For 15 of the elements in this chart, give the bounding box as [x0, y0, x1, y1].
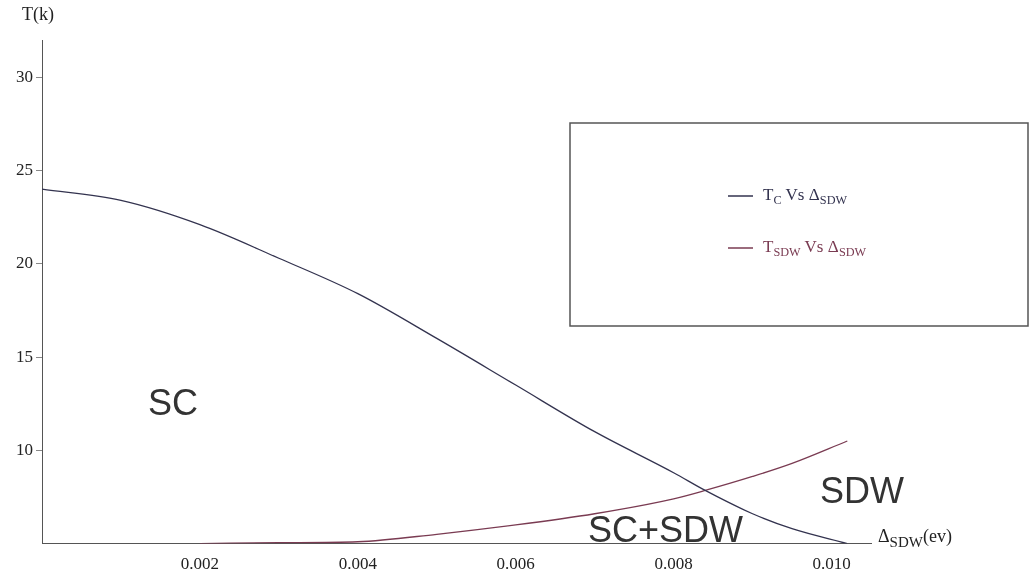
y-tick-label: 10 — [16, 439, 33, 459]
x-tick-label: 0.004 — [338, 554, 378, 574]
x-tick-label: 0.006 — [496, 554, 535, 574]
y-tick-label: 20 — [16, 253, 33, 273]
x-tick-label: 0.008 — [654, 554, 693, 574]
y-tick-label: 15 — [16, 346, 33, 366]
y-tick-label: 30 — [16, 66, 33, 86]
annotation: SC — [148, 382, 199, 423]
annotation: SDW — [820, 470, 904, 511]
x-axis-title: Δ$_{SDW}$(ev) — [878, 526, 952, 551]
x-tick-label: 0.002 — [180, 554, 220, 574]
annotation: SC+SDW — [588, 509, 744, 550]
x-tick-label: 0.010 — [812, 554, 851, 574]
y-axis-title: T(k) — [22, 4, 54, 25]
y-tick-label: 25 — [16, 160, 33, 180]
